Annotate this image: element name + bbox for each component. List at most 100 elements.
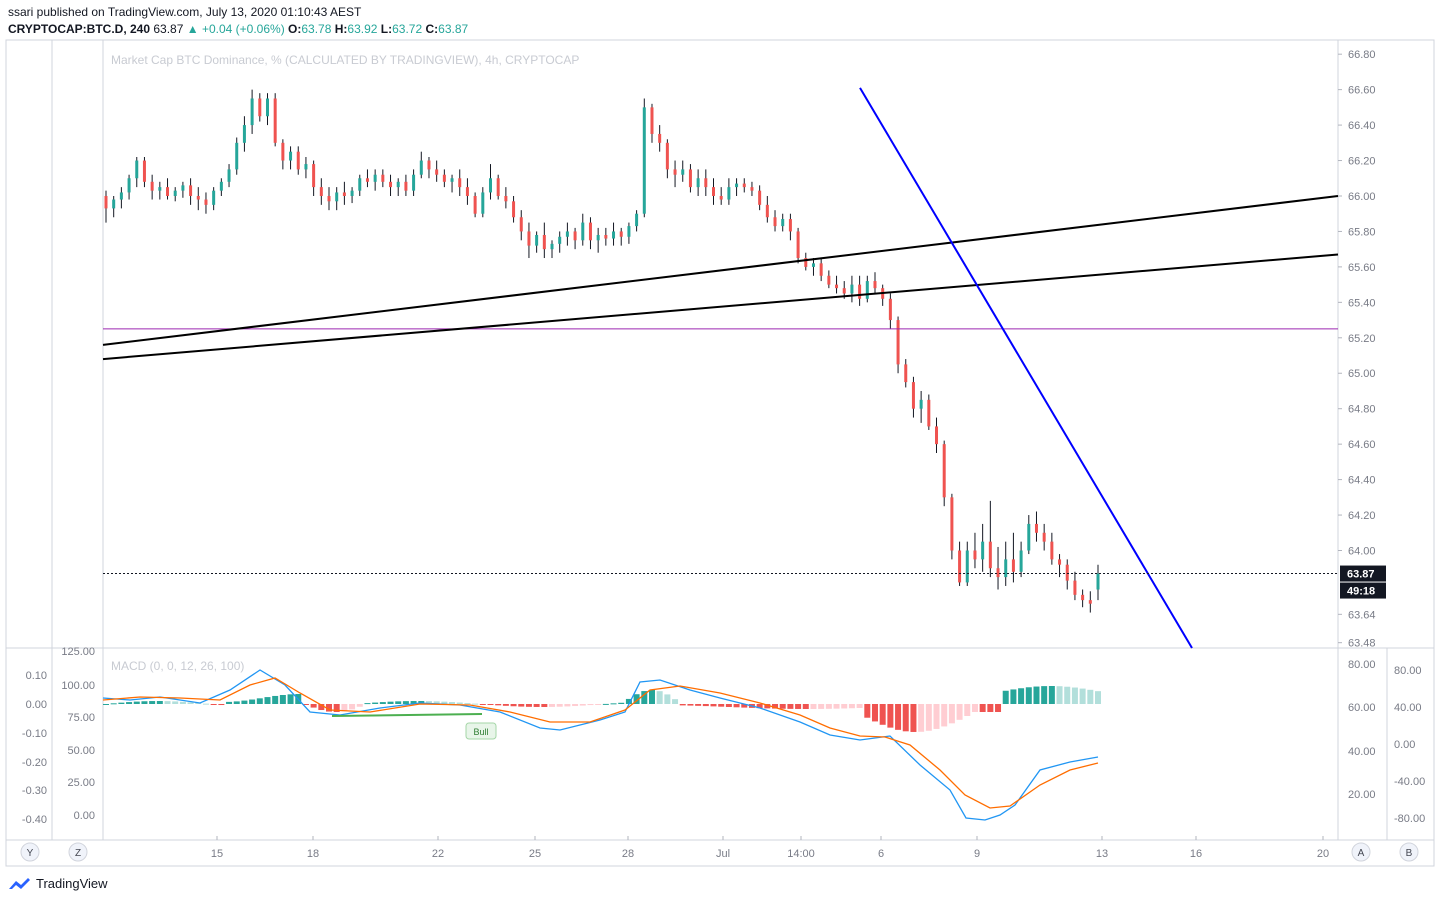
time-tick-label: 22 (432, 848, 444, 860)
candle-body (788, 219, 792, 232)
macd-histogram-bar (341, 704, 348, 712)
macd-histogram-bar (495, 704, 502, 706)
tradingview-logo-icon (9, 877, 30, 889)
candle-body (166, 187, 170, 196)
indicator-right-outer-label: 0.00 (1394, 739, 1415, 751)
candle-body (435, 169, 439, 175)
indicator-left-outer-label: -0.30 (22, 785, 47, 797)
macd-histogram-bar (895, 704, 902, 730)
candle-body (619, 231, 623, 237)
macd-histogram-bar (964, 704, 971, 717)
candle-body (950, 497, 954, 551)
candle-body (304, 164, 308, 170)
indicator-left-inner-label: 100.00 (61, 680, 95, 692)
macd-histogram-bar (187, 702, 194, 704)
macd-histogram-bar (864, 704, 871, 718)
candle-body (988, 541, 992, 569)
macd-histogram-bar (149, 701, 156, 704)
macd-histogram-bar (610, 703, 617, 705)
macd-histogram-bar (487, 704, 494, 705)
macd-histogram-bar (802, 704, 809, 709)
candle-body (427, 160, 431, 170)
trendline-lower (102, 253, 1339, 361)
macd-histogram-bar (810, 704, 817, 709)
candle-body (181, 185, 185, 191)
candle-body (927, 399, 931, 427)
macd-histogram-bar (572, 704, 579, 707)
candle-body (935, 426, 939, 445)
candle-body (627, 226, 631, 237)
candle-body (381, 174, 385, 182)
candle-body (535, 234, 539, 246)
macd-histogram-bar (818, 704, 825, 709)
candle-body (696, 178, 700, 188)
macd-histogram-bar (441, 701, 448, 704)
price-tick-label: 64.40 (1348, 475, 1376, 487)
macd-histogram-bar (602, 703, 609, 705)
axis-button-z[interactable] (68, 842, 88, 862)
candle-body (1088, 600, 1092, 604)
open-value: 63.78 (301, 22, 332, 36)
macd-histogram-bar (948, 704, 955, 724)
macd-histogram-bar (995, 704, 1002, 712)
macd-histogram-bar (456, 702, 463, 704)
time-tick-label: 28 (622, 848, 634, 860)
axis-button-a[interactable] (1351, 842, 1371, 862)
candle-body (250, 98, 254, 126)
axis-button-b[interactable] (1399, 842, 1419, 862)
candle-body (642, 107, 646, 214)
candle-body (196, 195, 200, 200)
macd-histogram-bar (971, 704, 978, 712)
price-tick-label: 64.80 (1348, 404, 1376, 416)
macd-histogram-bar (364, 703, 371, 705)
candle-body (350, 190, 354, 196)
candle-body (742, 183, 746, 188)
candle-body (212, 190, 216, 205)
trendline-upper (102, 194, 1339, 346)
macd-histogram-bar (118, 702, 125, 704)
candle-body (558, 236, 562, 244)
tradingview-footer[interactable]: TradingView (8, 876, 108, 891)
macd-histogram-bar (541, 704, 548, 707)
tradingview-brand: TradingView (36, 876, 108, 891)
candle-body (404, 181, 408, 191)
time-tick-label: 6 (878, 848, 884, 860)
candle-body (704, 178, 708, 188)
price-tick-label: 63.64 (1348, 609, 1376, 621)
macd-histogram-bar (233, 701, 240, 704)
macd-histogram-bar (579, 704, 586, 706)
candle-body (811, 263, 815, 267)
candle-body (127, 178, 131, 193)
candle-body (665, 142, 669, 170)
candle-body (504, 195, 508, 202)
candle-body (358, 178, 362, 191)
macd-histogram-bar (256, 698, 263, 704)
candle-body (289, 151, 293, 161)
macd-histogram-bar (287, 694, 294, 704)
macd-histogram-bar (226, 701, 233, 704)
candle-body (1011, 559, 1015, 572)
close-value: 63.87 (438, 22, 469, 36)
time-tick-label: Jul (716, 848, 730, 860)
indicator-left-outer-label: -0.40 (22, 814, 47, 826)
candle-body (658, 133, 662, 143)
indicator-left-inner-label: 0.00 (74, 810, 95, 822)
indicator-right-outer-label: 40.00 (1394, 702, 1422, 714)
macd-histogram-bar (472, 703, 479, 705)
candle-body (473, 195, 477, 214)
candle-body (765, 204, 769, 218)
candle-body (858, 284, 862, 299)
time-tick-label: 20 (1317, 848, 1329, 860)
high-label: H: (334, 22, 348, 36)
price-tick-label: 66.20 (1348, 156, 1376, 168)
candle-body (650, 107, 654, 134)
indicator-right-inner-label: 20.00 (1348, 789, 1376, 801)
candle-body (373, 174, 377, 182)
macd-histogram-bar (718, 704, 725, 707)
candle-body (389, 181, 393, 188)
candle-body (442, 174, 446, 182)
macd-histogram-bar (556, 704, 563, 707)
axis-button-y[interactable] (20, 842, 40, 862)
indicator-left-outer-label: -0.10 (22, 728, 47, 740)
